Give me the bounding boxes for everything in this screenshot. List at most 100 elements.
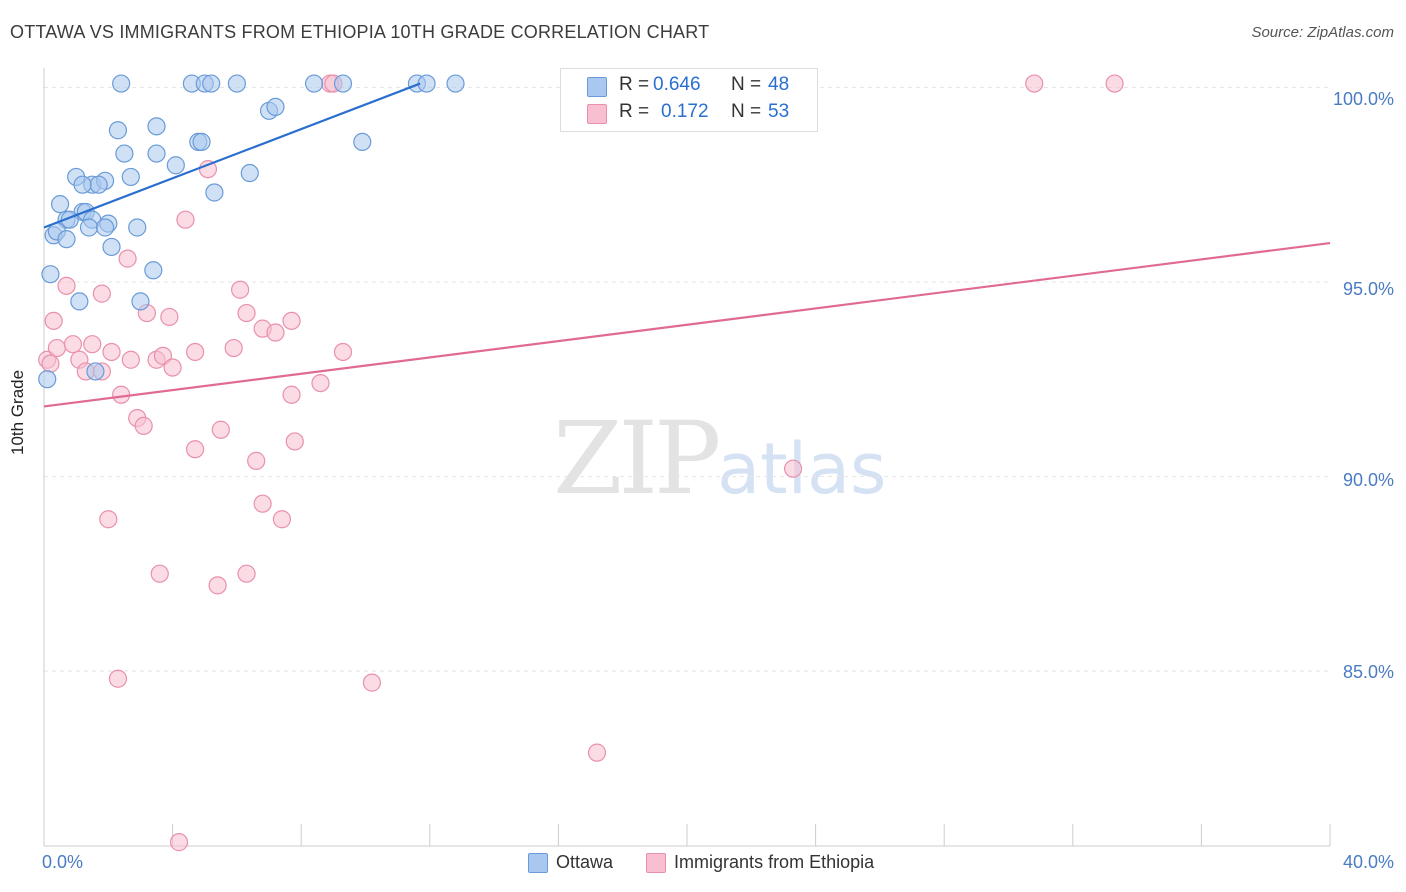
ethiopia-n-value: 53	[768, 101, 790, 122]
ottawa-point-44	[86, 362, 105, 381]
ottawa-swatch	[587, 77, 607, 97]
ethiopia-point-7	[231, 280, 250, 299]
ethiopia-point-39	[186, 440, 205, 459]
legend-item-ottawa[interactable]: Ottawa	[528, 852, 613, 873]
ethiopia-swatch	[587, 104, 607, 124]
legend-label-ethiopia: Immigrants from Ethiopia	[674, 852, 875, 872]
ethiopia-series	[38, 74, 1124, 852]
ottawa-point-28	[205, 183, 224, 202]
ethiopia-point-50	[587, 743, 607, 762]
y-tick-label-100: 100.0%	[1332, 89, 1394, 109]
ottawa-series	[38, 74, 465, 389]
ottawa-r-label: R =	[619, 74, 650, 95]
ottawa-point-40	[144, 261, 163, 280]
ottawa-point-21	[166, 156, 185, 175]
ottawa-point-8	[417, 74, 436, 93]
ethiopia-point-29	[163, 358, 182, 377]
ethiopia-point-32	[311, 373, 330, 393]
ethiopia-point-13	[237, 303, 256, 323]
watermark: ZIPatlas	[553, 400, 886, 517]
ethiopia-point-12	[160, 307, 179, 327]
x-tick-marks	[43, 824, 1331, 846]
ethiopia-point-36	[134, 416, 153, 435]
y-axis-label: 10th Grade	[8, 369, 27, 455]
ethiopia-point-5	[176, 210, 195, 229]
correlation-stats-box: R = 0.646 N = 48 R = 0.172 N = 53	[560, 68, 818, 132]
ethiopia-point-9	[92, 284, 111, 303]
ethiopia-point-40	[247, 451, 266, 470]
chart-title: OTTAWA VS IMMIGRANTS FROM ETHIOPIA 10TH …	[10, 22, 710, 42]
ethiopia-point-10	[44, 311, 63, 330]
ethiopia-point-46	[237, 564, 256, 583]
watermark-zip: ZIP	[553, 400, 721, 517]
ottawa-point-25	[89, 175, 108, 194]
ethiopia-r-value: 0.172	[661, 101, 709, 122]
ottawa-point-41	[41, 265, 60, 284]
ottawa-point-3	[202, 74, 221, 93]
ethiopia-r-label: R =	[619, 101, 650, 122]
ottawa-point-39	[102, 237, 121, 257]
ethiopia-point-47	[208, 576, 227, 595]
ottawa-point-42	[70, 292, 89, 311]
ethiopia-point-38	[285, 432, 304, 451]
ottawa-n-label: N =	[731, 74, 762, 95]
y-tick-label-85: 85.0%	[1342, 662, 1394, 682]
source-label: Source: ZipAtlas.com	[1251, 24, 1394, 41]
ottawa-point-11	[147, 144, 166, 163]
legend-label-ottawa: Ottawa	[556, 852, 614, 872]
ottawa-point-27	[73, 175, 92, 194]
legend-item-ethiopia[interactable]: Immigrants from Ethiopia	[646, 852, 874, 873]
ethiopia-point-20	[83, 335, 102, 354]
ethiopia-point-51	[169, 833, 189, 852]
ottawa-point-12	[147, 117, 166, 136]
trend-lines	[43, 82, 1331, 408]
ethiopia-point-45	[150, 564, 169, 583]
ottawa-point-0	[112, 74, 131, 93]
ethiopia-point-8	[57, 276, 76, 295]
ethiopia-point-52	[41, 354, 60, 373]
x-tick-label-min: 0.0%	[42, 852, 84, 872]
ethiopia-point-26	[121, 350, 140, 369]
legend-swatch-ottawa	[528, 853, 548, 873]
ethiopia-point-43	[272, 510, 292, 529]
legend-swatch-ethiopia	[646, 853, 667, 873]
ottawa-point-5	[304, 74, 324, 93]
ottawa-trend-line	[43, 82, 421, 229]
ottawa-point-22	[240, 163, 259, 183]
ethiopia-point-49	[362, 673, 382, 692]
ethiopia-point-18	[47, 338, 66, 358]
ottawa-point-10	[108, 121, 128, 140]
ottawa-point-43	[131, 292, 150, 311]
ethiopia-n-label: N =	[731, 101, 762, 122]
ethiopia-point-22	[186, 342, 205, 362]
ottawa-point-47	[95, 218, 115, 237]
ethiopia-point-34	[112, 385, 131, 404]
ottawa-point-45	[38, 370, 57, 389]
ottawa-point-35	[128, 218, 147, 237]
ottawa-n-value: 48	[768, 74, 790, 95]
ethiopia-point-44	[99, 510, 118, 529]
ethiopia-point-23	[224, 338, 243, 358]
y-tick-label-95: 95.0%	[1342, 279, 1394, 299]
ethiopia-point-48	[108, 669, 128, 688]
ottawa-point-9	[446, 74, 465, 93]
ottawa-point-20	[121, 167, 140, 187]
ethiopia-point-28	[153, 346, 173, 365]
ethiopia-trend-line	[43, 241, 1331, 408]
ottawa-point-4	[227, 74, 246, 93]
ottawa-point-15	[353, 132, 372, 152]
ethiopia-point-21	[102, 342, 121, 362]
x-tick-label-max: 40.0%	[1342, 852, 1394, 872]
ethiopia-point-19	[63, 335, 83, 354]
ottawa-point-17	[192, 132, 211, 152]
ethiopia-point-42	[253, 494, 272, 513]
ethiopia-point-3	[1105, 74, 1124, 93]
y-tick-label-90: 90.0%	[1342, 470, 1394, 490]
ottawa-r-value: 0.646	[653, 74, 701, 95]
ottawa-point-14	[266, 97, 285, 117]
ethiopia-point-33	[282, 385, 301, 404]
ethiopia-point-41	[783, 459, 803, 478]
ethiopia-point-15	[266, 323, 285, 342]
ethiopia-point-37	[211, 420, 230, 439]
